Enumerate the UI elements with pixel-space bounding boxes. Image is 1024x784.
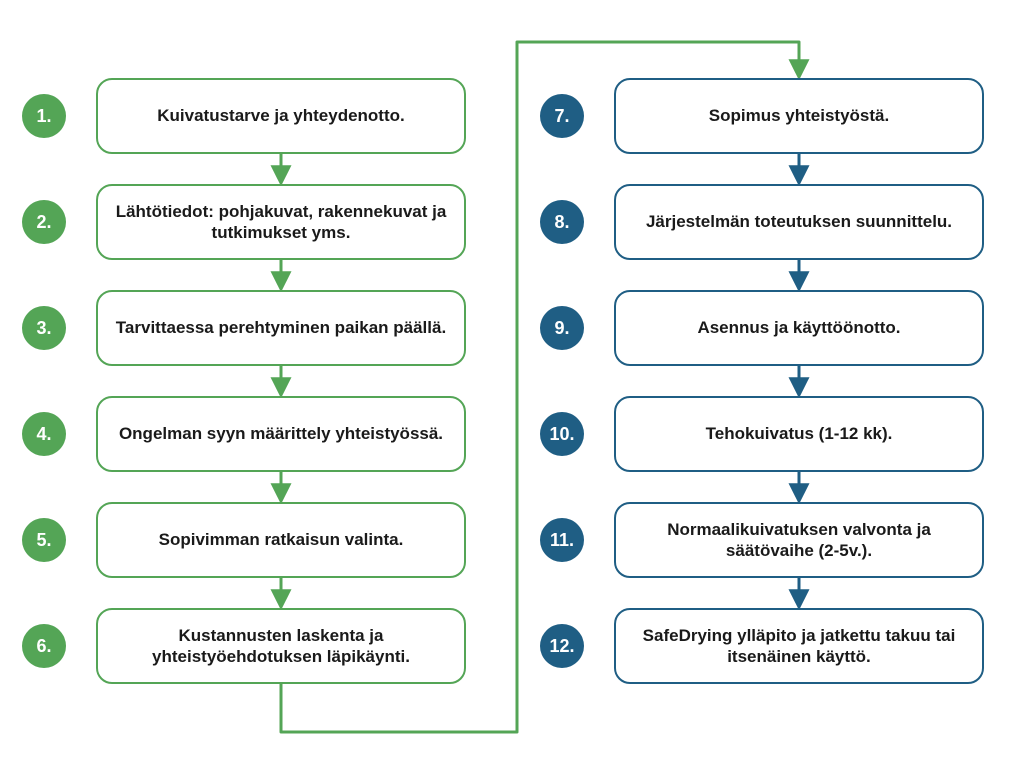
step-number-badge: 9. (540, 306, 584, 350)
step-box: Lähtötiedot: pohjakuvat, rakennekuvat ja… (96, 184, 466, 260)
step-number-badge: 3. (22, 306, 66, 350)
step-number-label: 1. (36, 106, 51, 127)
flowchart-stage: 1. Kuivatustarve ja yhteydenotto. 2. Lähtöt… (0, 0, 1024, 784)
step-text: Kustannusten laskenta ja yhteistyöehdotu… (98, 625, 464, 668)
step-text: Ongelman syyn määrittely yhteistyössä. (105, 423, 457, 444)
step-number-label: 6. (36, 636, 51, 657)
step-number-label: 11. (550, 530, 574, 551)
step-text: Normaalikuivatuksen valvonta ja säätövai… (616, 519, 982, 562)
step-box: SafeDrying ylläpito ja jatkettu takuu ta… (614, 608, 984, 684)
step-text: Lähtötiedot: pohjakuvat, rakennekuvat ja… (98, 201, 464, 244)
step-number-badge: 7. (540, 94, 584, 138)
step-box: Asennus ja käyttöönotto. (614, 290, 984, 366)
step-text: Tarvittaessa perehtyminen paikan päällä. (102, 317, 460, 338)
step-number-label: 5. (36, 530, 51, 551)
step-text: SafeDrying ylläpito ja jatkettu takuu ta… (616, 625, 982, 668)
step-number-badge: 10. (540, 412, 584, 456)
step-number-badge: 6. (22, 624, 66, 668)
step-number-badge: 1. (22, 94, 66, 138)
step-text: Asennus ja käyttöönotto. (683, 317, 914, 338)
step-box: Sopivimman ratkaisun valinta. (96, 502, 466, 578)
step-number-label: 7. (554, 106, 569, 127)
step-text: Kuivatustarve ja yhteydenotto. (143, 105, 419, 126)
step-text: Tehokuivatus (1-12 kk). (692, 423, 907, 444)
step-number-label: 3. (36, 318, 51, 339)
step-box: Tehokuivatus (1-12 kk). (614, 396, 984, 472)
step-box: Sopimus yhteistyöstä. (614, 78, 984, 154)
step-number-badge: 5. (22, 518, 66, 562)
step-text: Sopivimman ratkaisun valinta. (145, 529, 418, 550)
step-number-badge: 4. (22, 412, 66, 456)
step-number-badge: 12. (540, 624, 584, 668)
step-number-label: 12. (549, 636, 574, 657)
step-number-label: 8. (554, 212, 569, 233)
step-number-label: 9. (554, 318, 569, 339)
step-box: Järjestelmän toteutuksen suunnittelu. (614, 184, 984, 260)
step-box: Ongelman syyn määrittely yhteistyössä. (96, 396, 466, 472)
step-number-label: 4. (36, 424, 51, 445)
step-number-badge: 2. (22, 200, 66, 244)
step-box: Kustannusten laskenta ja yhteistyöehdotu… (96, 608, 466, 684)
step-number-badge: 11. (540, 518, 584, 562)
step-number-badge: 8. (540, 200, 584, 244)
step-text: Järjestelmän toteutuksen suunnittelu. (632, 211, 966, 232)
step-box: Normaalikuivatuksen valvonta ja säätövai… (614, 502, 984, 578)
step-number-label: 10. (549, 424, 574, 445)
step-text: Sopimus yhteistyöstä. (695, 105, 903, 126)
step-box: Kuivatustarve ja yhteydenotto. (96, 78, 466, 154)
step-box: Tarvittaessa perehtyminen paikan päällä. (96, 290, 466, 366)
step-number-label: 2. (36, 212, 51, 233)
